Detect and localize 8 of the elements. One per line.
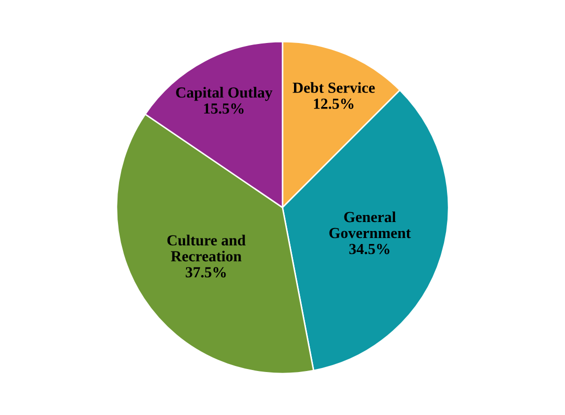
slice-label: General Government	[329, 211, 411, 238]
data-label: 15.5%	[204, 103, 244, 114]
slice-label: Culture and Recreation	[167, 234, 246, 262]
slice-label: Debt Service	[292, 82, 375, 93]
data-label: 37.5%	[186, 267, 226, 278]
data-label: 12.5%	[314, 98, 354, 109]
data-label: 34.5%	[349, 244, 390, 254]
slice-label: Capital Outlay	[176, 86, 272, 101]
